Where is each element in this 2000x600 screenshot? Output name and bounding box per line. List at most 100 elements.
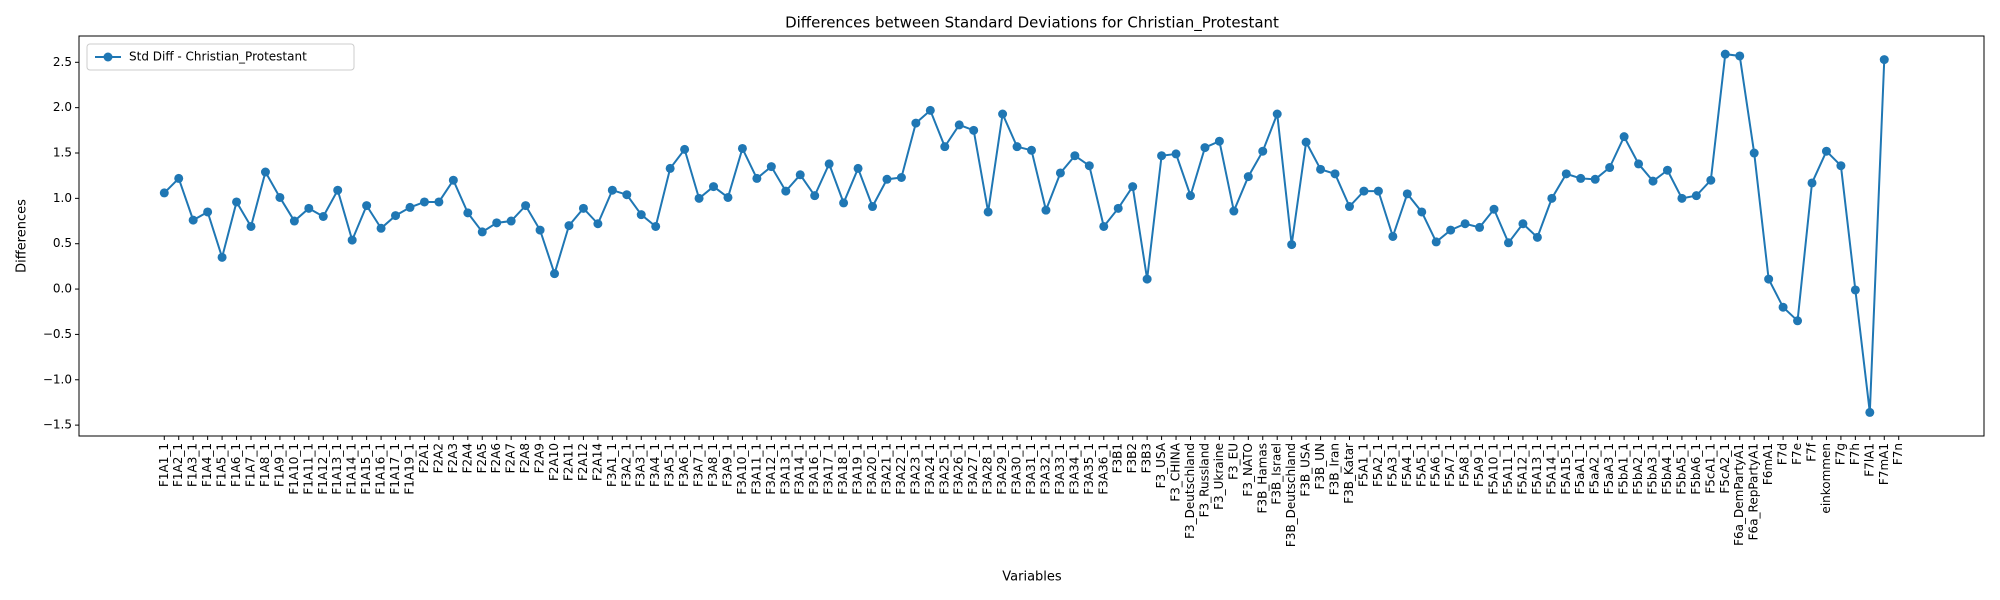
x-tick-label: F3A3_1 xyxy=(634,443,648,487)
data-point xyxy=(1142,274,1152,284)
x-tick-label: F3A29_1 xyxy=(995,443,1009,495)
data-point xyxy=(1619,132,1629,142)
data-point xyxy=(1027,145,1036,155)
data-point xyxy=(1850,285,1860,295)
data-point xyxy=(896,172,906,182)
data-point xyxy=(1865,407,1875,417)
x-tick-label: F2A4 xyxy=(460,443,474,473)
data-point xyxy=(622,190,632,200)
x-tick-label: F3B_Katar xyxy=(1342,443,1356,504)
x-tick-label: F3B_Deutschland xyxy=(1284,443,1298,547)
data-point xyxy=(1272,109,1282,119)
data-point xyxy=(925,105,935,115)
data-point xyxy=(362,201,372,211)
x-tick-label: F3_USA xyxy=(1154,442,1168,488)
x-tick-label: F3A17_1 xyxy=(822,443,836,495)
data-point xyxy=(1446,225,1456,235)
data-point xyxy=(304,203,314,213)
x-tick-label: F1A12_1 xyxy=(316,443,330,495)
x-tick-label: F3A31_1 xyxy=(1024,443,1038,495)
data-point xyxy=(564,221,574,231)
data-point xyxy=(217,252,227,262)
data-point xyxy=(347,235,357,245)
data-point xyxy=(1518,219,1528,229)
x-tick-label: F5A9_1 xyxy=(1472,443,1486,487)
y-tick-label: −0.5 xyxy=(43,327,72,341)
x-tick-label: F7e xyxy=(1790,443,1804,465)
x-tick-label: F3A4_1 xyxy=(648,443,662,487)
x-tick-label: F2A6 xyxy=(489,443,503,473)
x-tick-label: F3B2 xyxy=(1125,443,1139,473)
legend-marker xyxy=(103,52,113,62)
data-point xyxy=(376,223,386,233)
x-tick-label: F3A20_1 xyxy=(865,443,879,495)
data-point xyxy=(1185,191,1195,201)
data-line xyxy=(163,53,1886,413)
x-tick-label: F5A14_1 xyxy=(1544,443,1558,495)
x-tick-label: F1A15_1 xyxy=(359,443,373,495)
data-point xyxy=(1084,161,1094,171)
data-point xyxy=(737,143,747,153)
x-tick-label: F3A1_1 xyxy=(605,443,619,487)
data-point xyxy=(1576,173,1586,183)
data-point xyxy=(1113,203,1123,213)
x-tick-label: F7g xyxy=(1833,443,1847,465)
x-tick-label: F3_CHINA xyxy=(1169,442,1183,501)
data-point xyxy=(1532,232,1542,242)
data-point xyxy=(911,118,921,128)
data-point xyxy=(419,197,429,207)
x-tick-label: F3A19_1 xyxy=(851,443,865,495)
legend-box xyxy=(86,43,355,71)
x-tick-label: F3A30_1 xyxy=(1010,443,1024,495)
data-point xyxy=(1735,51,1745,61)
data-point xyxy=(853,163,863,173)
data-point xyxy=(448,175,458,185)
data-point xyxy=(1749,148,1759,158)
data-point xyxy=(680,144,690,154)
legend-label: Std Diff - Christian_Protestant xyxy=(129,50,307,64)
x-tick-label: F3A6_1 xyxy=(677,443,691,487)
x-tick-label: F2A8 xyxy=(518,443,532,473)
data-point xyxy=(203,207,213,217)
chart-title: Differences between Standard Deviations … xyxy=(785,14,1279,33)
x-tick-label: F6mA1 xyxy=(1761,443,1775,485)
x-tick-label: F1A13_1 xyxy=(330,443,344,495)
x-axis-label: Variables xyxy=(1002,570,1062,585)
data-point xyxy=(1316,164,1326,174)
data-point xyxy=(260,167,270,177)
plot-frame xyxy=(78,35,1985,437)
data-point xyxy=(1807,178,1817,188)
data-point xyxy=(1388,231,1398,241)
data-point xyxy=(391,211,401,221)
x-tick-label: F7lA1 xyxy=(1862,443,1876,477)
data-point xyxy=(983,207,993,217)
x-tick-label: F1A8_1 xyxy=(258,443,272,487)
x-tick-label: F3A7_1 xyxy=(692,443,706,487)
data-point xyxy=(636,210,646,220)
x-tick-label: F3A8_1 xyxy=(706,443,720,487)
x-tick-label: F3_Deutschland xyxy=(1183,443,1197,539)
data-point xyxy=(1836,161,1846,171)
x-tick-label: F5A4_1 xyxy=(1400,443,1414,487)
x-tick-label: F5A13_1 xyxy=(1530,443,1544,495)
x-tick-label: F3A11_1 xyxy=(749,443,763,495)
data-point xyxy=(1547,193,1557,203)
data-point xyxy=(1344,202,1354,212)
data-point xyxy=(1012,142,1022,152)
data-point xyxy=(593,219,603,229)
data-point xyxy=(1359,186,1369,196)
x-tick-label: F3A21_1 xyxy=(879,443,893,495)
data-point xyxy=(1258,146,1268,156)
data-point xyxy=(463,208,473,218)
data-point xyxy=(1778,302,1788,312)
x-tick-label: F7h xyxy=(1848,443,1862,465)
x-tick-label: F5bA5_1 xyxy=(1674,443,1688,495)
data-point xyxy=(1503,238,1513,248)
data-point xyxy=(1431,237,1441,247)
x-tick-label: F1A6_1 xyxy=(229,443,243,487)
x-tick-label: F3A24_1 xyxy=(923,443,937,495)
data-point xyxy=(1706,175,1716,185)
x-tick-label: F3A27_1 xyxy=(966,443,980,495)
x-tick-label: F1A11_1 xyxy=(301,443,315,495)
